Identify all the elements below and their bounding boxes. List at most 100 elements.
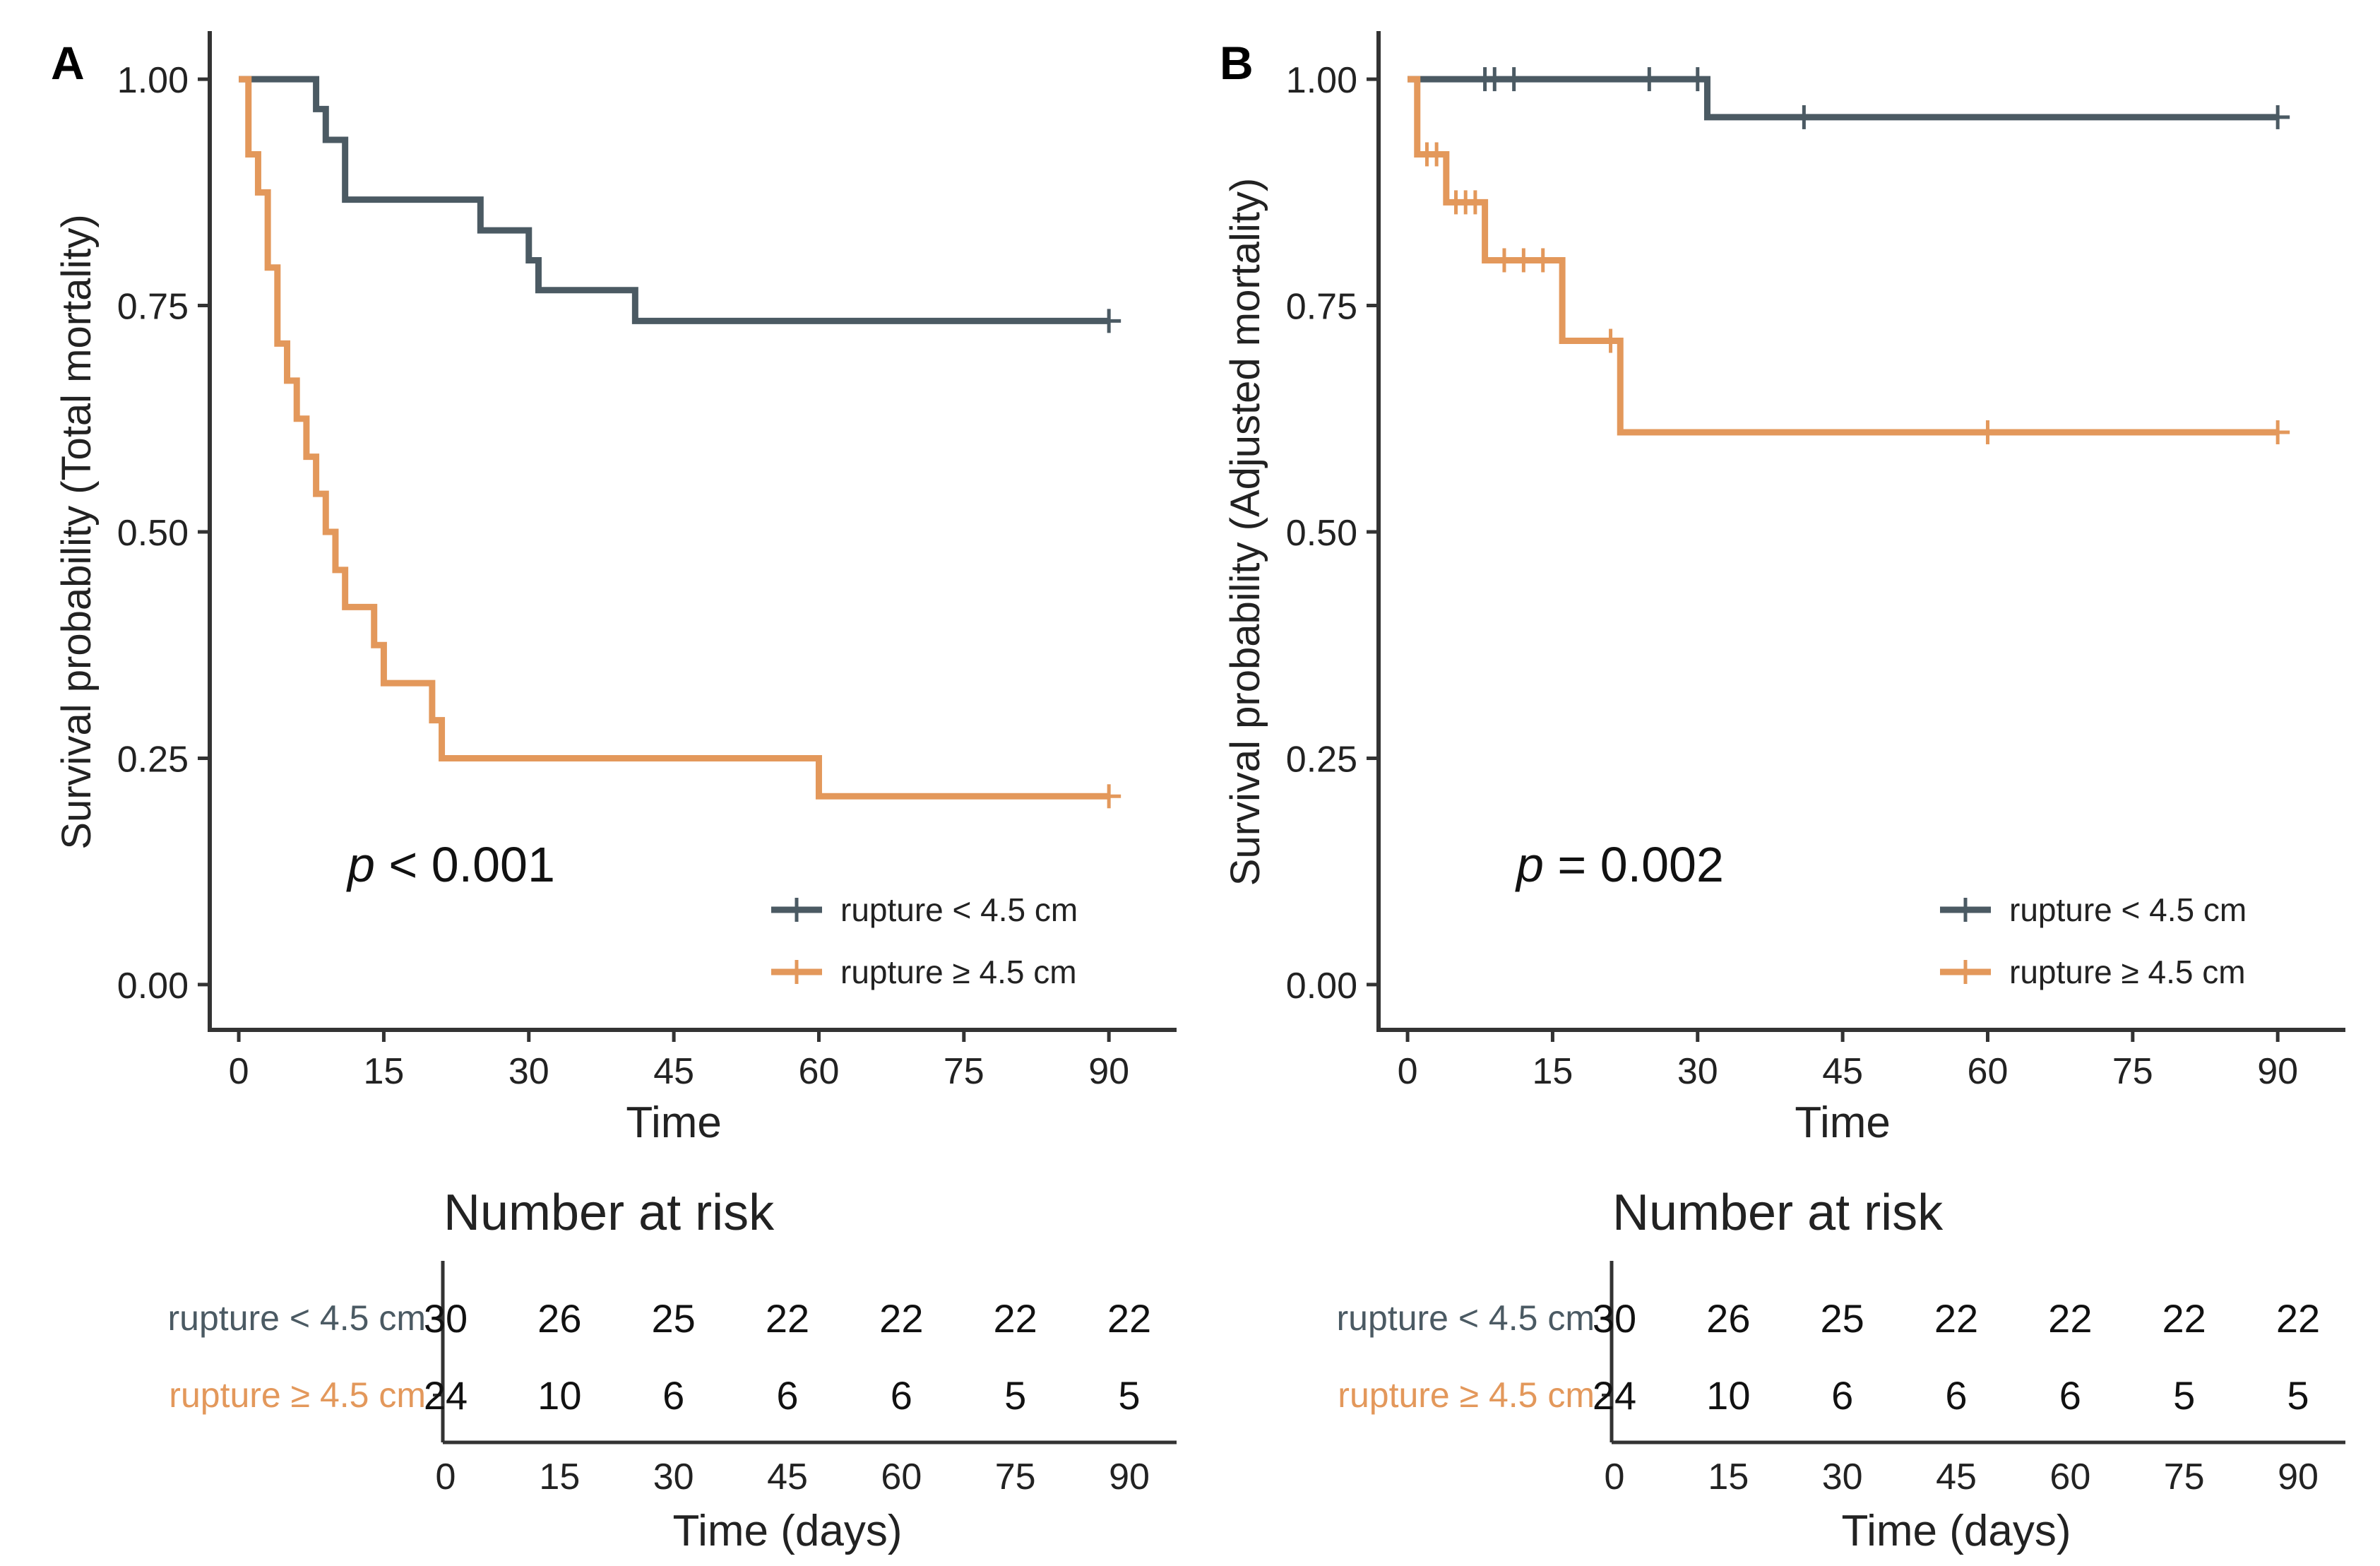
risk-x-tick-label: 15: [1708, 1457, 1749, 1497]
risk-count: 22: [766, 1296, 809, 1341]
risk-x-tick-label: 15: [539, 1457, 580, 1497]
risk-count: 22: [2162, 1296, 2206, 1341]
risk-count: 6: [662, 1373, 684, 1418]
legend-label: rupture < 4.5 cm: [2009, 891, 2247, 928]
risk-x-tick-label: 30: [1822, 1457, 1863, 1497]
x-tick-label: 90: [2257, 1051, 2298, 1092]
legend: rupture < 4.5 cm rupture ≥ 4.5 cm: [1940, 891, 2247, 990]
risk-count: 6: [2059, 1373, 2081, 1418]
p-value-symbol: p: [346, 837, 375, 892]
risk-row-label: rupture < 4.5 cm: [168, 1298, 426, 1338]
legend-label: rupture ≥ 4.5 cm: [840, 954, 1077, 990]
risk-x-tick-label: 75: [2164, 1457, 2205, 1497]
risk-x-axis-title: Time (days): [1842, 1507, 2071, 1555]
x-tick-label: 60: [799, 1051, 840, 1092]
risk-count: 10: [537, 1373, 581, 1418]
risk-count: 22: [879, 1296, 923, 1341]
x-tick-label: 90: [1088, 1051, 1129, 1092]
series-large-rupture: [239, 76, 1121, 809]
risk-count: 10: [1706, 1373, 1750, 1418]
x-tick-label: 0: [1398, 1051, 1418, 1092]
panel-label: A: [51, 37, 85, 89]
x-axis-title: Time: [1795, 1098, 1890, 1147]
x-tick-label: 0: [229, 1051, 249, 1092]
panel-b: B Survival probability (Adjusted mortalit…: [1220, 31, 2345, 1555]
y-tick-label: 0.75: [117, 287, 189, 328]
survival-curve: [1408, 76, 2278, 121]
risk-row-label: rupture < 4.5 cm: [1337, 1298, 1595, 1338]
x-tick-label: 75: [944, 1051, 984, 1092]
risk-count: 22: [1934, 1296, 1978, 1341]
risk-x-tick-label: 60: [881, 1457, 922, 1497]
x-tick-label: 15: [363, 1051, 404, 1092]
y-tick-label: 0.00: [117, 966, 189, 1007]
y-tick-label: 1.00: [117, 60, 189, 101]
risk-count: 26: [537, 1296, 581, 1341]
risk-x-tick-label: 0: [436, 1457, 456, 1497]
y-tick-label: 0.00: [1286, 966, 1357, 1007]
risk-x-tick-label: 75: [995, 1457, 1036, 1497]
series-large-rupture: [1408, 76, 2290, 444]
risk-x-tick-label: 90: [2278, 1457, 2319, 1497]
y-tick-label: 0.25: [117, 739, 189, 780]
risk-count: 5: [1118, 1373, 1140, 1418]
risk-count: 6: [1945, 1373, 1967, 1418]
risk-x-tick-label: 90: [1109, 1457, 1150, 1497]
risk-x-tick-label: 30: [653, 1457, 694, 1497]
risk-x-tick-label: 60: [2049, 1457, 2090, 1497]
p-value-symbol: p: [1515, 837, 1544, 892]
x-tick-label: 60: [1968, 1051, 2009, 1092]
p-value-text: = 0.002: [1544, 837, 1724, 892]
p-value-text: < 0.001: [375, 837, 555, 892]
series-small-rupture: [1408, 67, 2290, 129]
p-value-annotation: p < 0.001: [346, 837, 555, 892]
risk-count: 6: [776, 1373, 798, 1418]
survival-curve: [239, 76, 1109, 800]
survival-curve: [239, 76, 1109, 324]
y-tick-label: 0.50: [117, 513, 189, 554]
risk-count: 24: [424, 1373, 468, 1418]
y-axis-title: Survival probability (Adjusted mortality…: [1222, 178, 1268, 886]
series-small-rupture: [239, 76, 1121, 333]
risk-count: 22: [1107, 1296, 1151, 1341]
survival-curve: [1408, 76, 2278, 436]
y-tick-label: 0.50: [1286, 513, 1357, 554]
risk-count: 24: [1593, 1373, 1636, 1418]
risk-x-axis-title: Time (days): [673, 1507, 903, 1555]
risk-count: 5: [2287, 1373, 2309, 1418]
legend-label: rupture < 4.5 cm: [840, 891, 1078, 928]
y-tick-label: 0.25: [1286, 739, 1357, 780]
panel-a: A Survival probability (Total mortality) 0…: [51, 31, 1177, 1555]
risk-count: 26: [1706, 1296, 1750, 1341]
risk-count: 22: [994, 1296, 1037, 1341]
x-tick-label: 15: [1532, 1051, 1573, 1092]
y-tick-label: 1.00: [1286, 60, 1357, 101]
y-tick-label: 0.75: [1286, 287, 1357, 328]
risk-count: 30: [1593, 1296, 1636, 1341]
risk-count: 25: [1821, 1296, 1864, 1341]
x-axis-title: Time: [626, 1098, 721, 1147]
risk-row-label: rupture ≥ 4.5 cm: [1338, 1375, 1595, 1415]
risk-count: 22: [2276, 1296, 2320, 1341]
x-tick-label: 30: [508, 1051, 549, 1092]
x-tick-label: 30: [1677, 1051, 1718, 1092]
risk-x-tick-label: 0: [1605, 1457, 1625, 1497]
legend-label: rupture ≥ 4.5 cm: [2009, 954, 2246, 990]
x-tick-label: 45: [653, 1051, 694, 1092]
risk-count: 5: [1004, 1373, 1026, 1418]
risk-table-title: Number at risk: [1612, 1185, 1944, 1241]
risk-x-tick-label: 45: [1936, 1457, 1977, 1497]
y-axis-title: Survival probability (Total mortality): [54, 214, 100, 849]
x-tick-label: 75: [2112, 1051, 2153, 1092]
risk-count: 30: [424, 1296, 468, 1341]
risk-row-label: rupture ≥ 4.5 cm: [169, 1375, 426, 1415]
risk-count: 6: [891, 1373, 912, 1418]
risk-x-tick-label: 45: [767, 1457, 808, 1497]
p-value-annotation: p = 0.002: [1515, 837, 1724, 892]
risk-count: 25: [652, 1296, 696, 1341]
legend: rupture < 4.5 cm rupture ≥ 4.5 cm: [771, 891, 1078, 990]
risk-count: 5: [2173, 1373, 2195, 1418]
